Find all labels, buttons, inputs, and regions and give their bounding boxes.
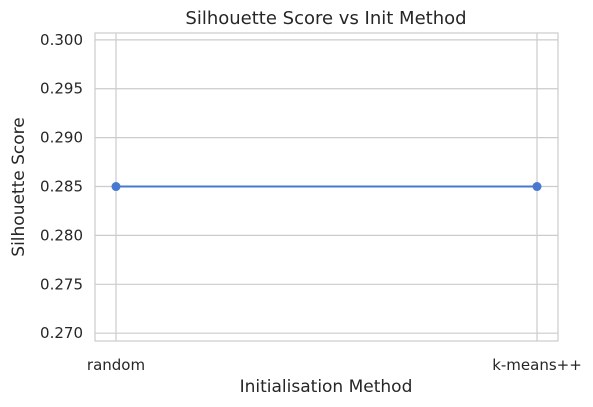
x-axis-label: Initialisation Method <box>240 377 413 397</box>
y-tick-label: 0.295 <box>40 80 83 98</box>
y-axis-ticks: 0.270 0.275 0.280 0.285 0.290 0.295 0.300 <box>40 31 83 342</box>
plot-frame <box>94 32 559 342</box>
y-tick-label: 0.300 <box>40 31 83 49</box>
chart-title: Silhouette Score vs Init Method <box>185 8 466 29</box>
data-point <box>532 182 542 192</box>
x-tick-label: k-means++ <box>492 356 582 374</box>
x-tick-label: random <box>87 356 145 374</box>
y-tick-label: 0.285 <box>40 178 83 196</box>
y-tick-label: 0.290 <box>40 129 83 147</box>
y-axis-label: Silhouette Score <box>9 117 29 256</box>
y-tick-label: 0.270 <box>40 324 83 342</box>
series-layer <box>111 182 542 192</box>
x-axis-ticks: random k-means++ <box>87 356 582 374</box>
data-point <box>111 182 121 192</box>
y-tick-label: 0.280 <box>40 226 83 244</box>
y-tick-label: 0.275 <box>40 275 83 293</box>
